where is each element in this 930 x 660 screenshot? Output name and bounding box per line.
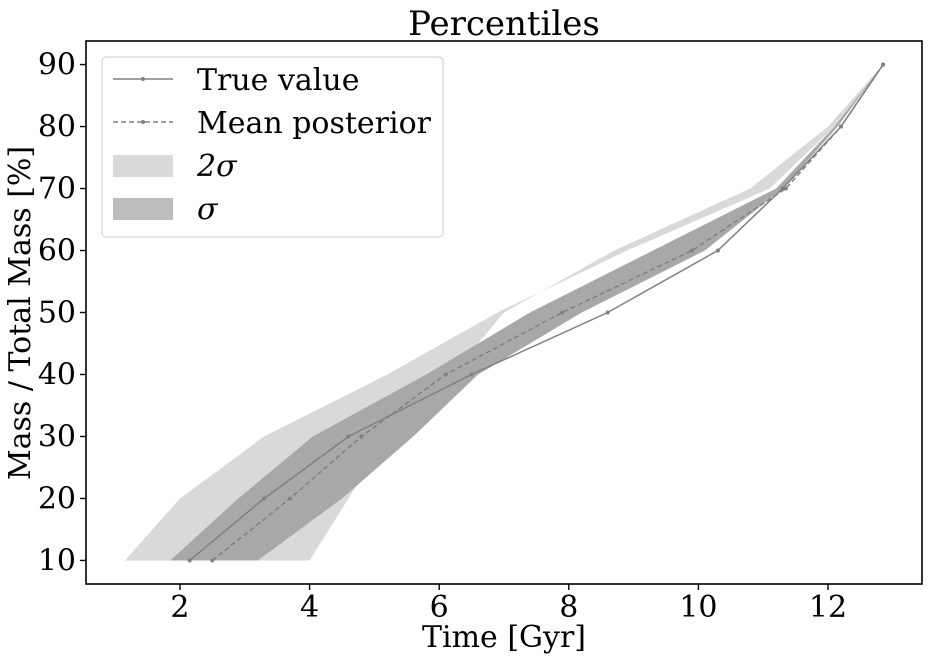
legend: True value Mean posterior 2σ σ (101, 56, 444, 238)
series-point-mean-posterior (689, 248, 694, 253)
legend-sigma-label: σ (197, 192, 219, 227)
legend-2sigma-label: 2σ (196, 149, 238, 184)
series-point-true-value (715, 248, 720, 253)
y-tick-label: 30 (38, 419, 76, 454)
y-tick-label: 50 (38, 296, 76, 331)
series-point-mean-posterior (443, 372, 448, 377)
x-tick-label: 2 (170, 590, 189, 625)
chart-title: Percentiles (408, 4, 600, 44)
series-point-mean-posterior (560, 310, 565, 315)
y-tick-label: 90 (38, 48, 76, 83)
lines-layer (187, 62, 886, 563)
legend-box (101, 56, 444, 238)
series-point-true-value (187, 558, 192, 563)
y-tick-label: 70 (38, 172, 76, 207)
x-tick-label: 8 (559, 590, 578, 625)
legend-mean-posterior-marker (141, 120, 145, 124)
series-point-true-value (262, 496, 267, 501)
series-point-true-value (469, 372, 474, 377)
x-tick-label: 4 (300, 590, 319, 625)
y-tick-label: 40 (38, 357, 76, 392)
y-tick-label: 80 (38, 110, 76, 145)
series-point-mean-posterior (210, 558, 215, 563)
x-axis-label: Time [Gyr] (422, 620, 586, 655)
series-point-mean-posterior (288, 496, 293, 501)
series-point-mean-posterior (783, 186, 788, 191)
y-tick-label: 10 (38, 543, 76, 578)
y-tick-label: 60 (38, 234, 76, 269)
y-axis-label: Mass / Total Mass [%] (3, 146, 38, 480)
y-tick-label: 20 (38, 481, 76, 516)
legend-sigma-swatch (113, 198, 173, 220)
series-line-mean-posterior (211, 64, 884, 562)
series-point-mean-posterior (838, 124, 843, 129)
ticks-layer: 2 4 6 8 10 12 10 20 30 40 50 60 70 80 90 (38, 48, 847, 625)
legend-true-value-label: True value (197, 63, 359, 98)
x-tick-label: 12 (809, 590, 847, 625)
x-tick-label: 10 (679, 590, 717, 625)
legend-true-value-marker (141, 77, 145, 81)
series-point-true-value (605, 310, 610, 315)
series-point-mean-posterior (359, 434, 364, 439)
series-point-true-value (346, 434, 351, 439)
legend-2sigma-swatch (113, 155, 173, 177)
series-point-mean-posterior (881, 62, 886, 67)
legend-mean-posterior-label: Mean posterior (197, 106, 432, 141)
x-tick-label: 6 (430, 590, 449, 625)
